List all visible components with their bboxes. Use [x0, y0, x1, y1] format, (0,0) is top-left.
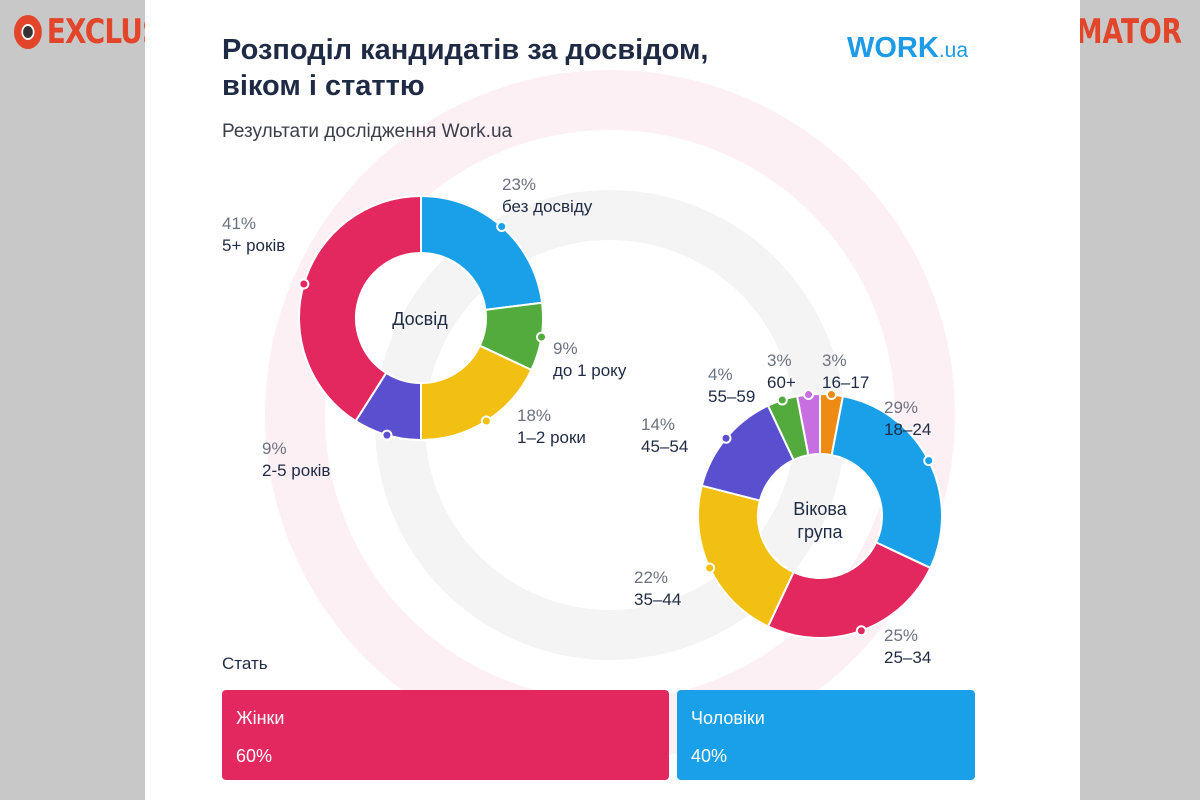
slice-marker: [535, 331, 547, 343]
slice-name: до 1 року: [553, 361, 627, 380]
logo-main: WORK: [847, 32, 939, 64]
donut-slice: [766, 541, 932, 639]
slice-label: 25% 25–34: [884, 625, 931, 669]
slice-marker: [855, 625, 867, 637]
donut-slice: [830, 394, 943, 570]
slice-name: 18–24: [884, 420, 932, 439]
slice-name: 1–2 роки: [517, 428, 586, 447]
slice-label: 9% до 1 року: [553, 338, 626, 382]
slice-name: 45–54: [641, 437, 689, 456]
eye-logo-icon: [14, 15, 42, 49]
slice-percent: 22%: [634, 568, 669, 587]
slice-percent: 29%: [884, 398, 919, 417]
work-ua-logo: WORK.ua: [847, 32, 968, 65]
slice-label: 23% без досвіду: [502, 174, 592, 218]
slice-marker: [480, 415, 492, 427]
slice-name: 60+: [767, 373, 796, 392]
slice-percent: 14%: [641, 415, 676, 434]
donut-slice: [420, 194, 544, 311]
slice-name: 16–17: [822, 373, 870, 392]
gender-bar-women: Жінки 60%: [222, 690, 669, 780]
slice-label: 3% 16–17: [822, 350, 869, 394]
logo-suffix: .ua: [938, 39, 969, 62]
slice-label: 18% 1–2 роки: [517, 405, 586, 449]
donut-slice: [298, 194, 422, 423]
gender-value: 40%: [691, 746, 728, 766]
slice-label: 14% 45–54: [641, 414, 688, 458]
slice-percent: 25%: [884, 626, 919, 645]
experience-center-label: Досвід: [392, 309, 448, 329]
slice-percent: 3%: [767, 351, 792, 370]
slice-name: 5+ років: [222, 236, 286, 255]
slice-marker: [776, 394, 788, 406]
slice-label: 9% 2-5 років: [262, 438, 330, 482]
slice-marker: [720, 432, 732, 444]
slice-label: 22% 35–44: [634, 567, 681, 611]
gender-label: Жінки: [236, 708, 285, 728]
slice-label: 41% 5+ років: [222, 213, 285, 257]
slice-marker: [923, 455, 935, 467]
slice-percent: 9%: [262, 439, 287, 458]
slice-name: 25–34: [884, 648, 932, 667]
slice-marker: [803, 389, 815, 401]
slice-marker: [381, 429, 393, 441]
slice-percent: 9%: [553, 339, 578, 358]
slice-marker: [298, 278, 310, 290]
slice-marker: [825, 389, 837, 401]
slice-marker: [496, 220, 508, 232]
gender-title: Стать: [222, 654, 268, 673]
donut-slice: [697, 484, 795, 628]
age-center-label: Вікова група: [793, 499, 847, 542]
slice-name: 2-5 років: [262, 461, 331, 480]
slice-label: 4% 55–59: [708, 364, 755, 408]
slice-name: без досвіду: [502, 197, 593, 216]
page-title: Розподіл кандидатів за досвідом, віком і…: [222, 34, 709, 102]
slice-name: 55–59: [708, 387, 756, 406]
slice-percent: 18%: [517, 406, 552, 425]
slice-marker: [704, 562, 716, 574]
subtitle: Результати дослідження Work.ua: [222, 121, 513, 142]
slice-name: 35–44: [634, 590, 682, 609]
slice-percent: 3%: [822, 351, 847, 370]
gender-value: 60%: [236, 746, 273, 766]
slice-percent: 23%: [502, 175, 537, 194]
gender-label: Чоловіки: [691, 708, 765, 728]
slice-percent: 4%: [708, 365, 733, 384]
slice-label: 3% 60+: [767, 350, 796, 394]
slice-percent: 41%: [222, 214, 257, 233]
slice-label: 29% 18–24: [884, 397, 931, 441]
gender-bar-men: Чоловіки 40%: [677, 690, 975, 780]
